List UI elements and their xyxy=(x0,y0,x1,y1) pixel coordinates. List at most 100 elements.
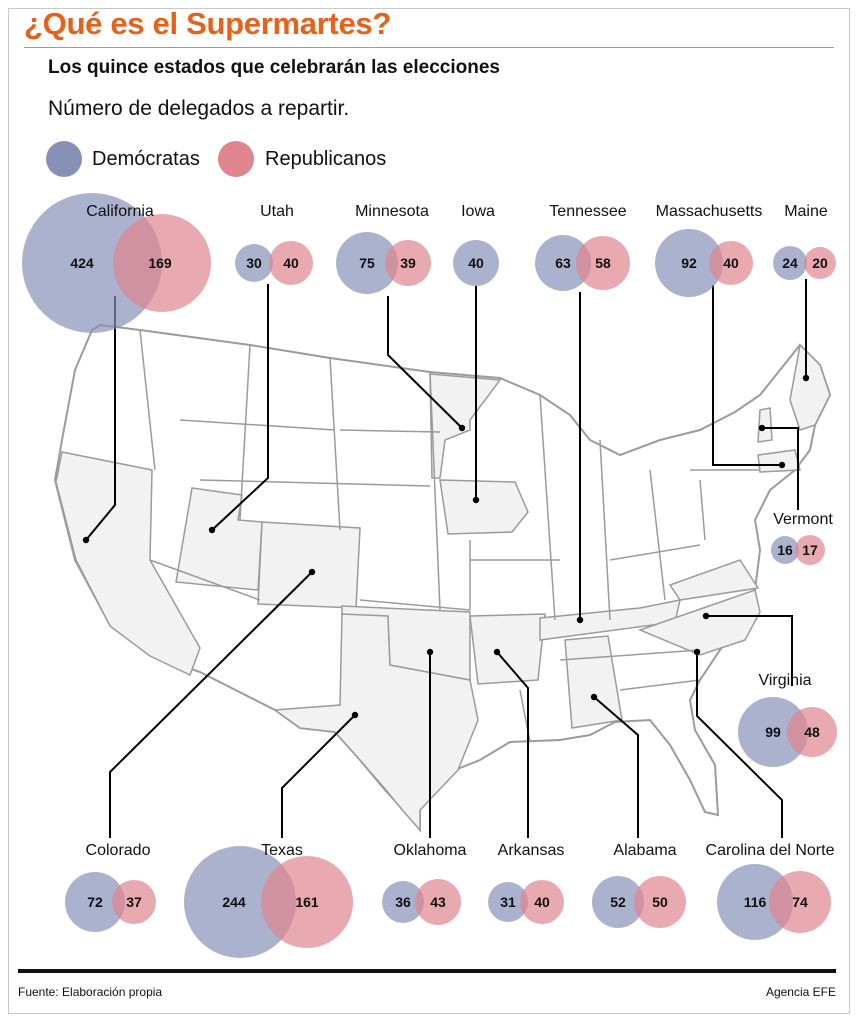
state-border-16 xyxy=(619,679,701,691)
dem-circle-maine xyxy=(773,246,807,280)
leader-dot-iowa xyxy=(472,496,480,504)
state-shape-virginia xyxy=(668,559,760,601)
state-label-iowa: Iowa xyxy=(461,203,495,220)
rep-circle-arkansas xyxy=(520,880,564,924)
dem-value-colorado: 72 xyxy=(87,894,103,910)
leader-dot-arkansas xyxy=(493,648,501,656)
dem-value-california: 424 xyxy=(70,255,94,271)
dem-value-minnesota: 75 xyxy=(359,255,375,271)
state-label-minnesota: Minnesota xyxy=(355,203,429,220)
state-shape-massachusetts xyxy=(757,449,801,473)
dem-circle-minnesota xyxy=(336,232,398,294)
state-bubble-arkansas: Arkansas 31 40 xyxy=(488,842,564,924)
state-bubble-vermont: Vermont 16 17 xyxy=(771,511,833,565)
graphic-frame xyxy=(8,8,850,1014)
dem-circle-massachusetts xyxy=(655,229,723,297)
rep-value-virginia: 48 xyxy=(804,724,820,740)
state-bubble-minnesota: Minnesota 75 39 xyxy=(336,203,431,294)
page-title: ¿Qué es el Supermartes? xyxy=(24,6,391,41)
leader-line-texas xyxy=(281,714,356,838)
state-bubble-colorado: Colorado 72 37 xyxy=(65,842,156,932)
state-bubble-carolina-del-norte: Carolina del Norte 116 74 xyxy=(706,842,835,940)
state-shape-minnesota xyxy=(429,373,502,479)
state-shape-california xyxy=(55,451,201,677)
dem-value-texas: 244 xyxy=(222,894,246,910)
dem-value-utah: 30 xyxy=(246,255,262,271)
state-label-vermont: Vermont xyxy=(773,511,833,528)
state-label-colorado: Colorado xyxy=(86,842,151,859)
legend-republicans-swatch xyxy=(218,141,254,177)
state-shape-colorado xyxy=(257,521,361,609)
dem-circle-carolina-del-norte xyxy=(717,864,793,940)
leader-dot-alabama xyxy=(590,693,598,701)
dem-circle-virginia xyxy=(738,697,808,767)
rep-circle-alabama xyxy=(634,876,686,928)
delegate-bubbles: California 424 169 Utah 30 40 Minnesota 75 39 Iow… xyxy=(22,193,837,958)
rep-value-carolina-del-norte: 74 xyxy=(792,894,808,910)
leader-line-carolina-del-norte xyxy=(696,652,783,838)
leader-lines xyxy=(82,279,810,838)
dem-circle-utah xyxy=(235,244,273,282)
rep-circle-minnesota xyxy=(385,240,431,286)
dem-circle-alabama xyxy=(592,876,644,928)
rep-value-arkansas: 40 xyxy=(534,894,550,910)
leader-dot-minnesota xyxy=(458,424,466,432)
state-bubble-utah: Utah 30 40 xyxy=(235,203,313,285)
state-border-7 xyxy=(599,439,611,621)
state-border-1 xyxy=(239,344,251,521)
rep-circle-california xyxy=(113,214,211,312)
legend-democrats-label: Demócratas xyxy=(92,148,200,170)
rep-value-vermont: 17 xyxy=(802,542,818,558)
state-shape-arkansas xyxy=(469,613,546,685)
dem-circle-texas xyxy=(184,846,296,958)
state-label-california: California xyxy=(86,203,154,220)
rep-value-massachusetts: 40 xyxy=(723,255,739,271)
state-label-carolina-del-norte: Carolina del Norte xyxy=(706,842,835,859)
state-bubble-alabama: Alabama 52 50 xyxy=(592,842,686,928)
dem-circle-oklahoma xyxy=(382,881,424,923)
state-label-utah: Utah xyxy=(260,203,294,220)
leader-dot-vermont xyxy=(758,424,766,432)
state-border-14 xyxy=(699,479,706,541)
leader-dot-tennessee xyxy=(576,616,584,624)
rep-circle-tennessee xyxy=(576,236,630,290)
legend-democrats-swatch xyxy=(46,141,82,177)
page-subtitle: Los quince estados que celebrarán las el… xyxy=(48,57,500,78)
rep-circle-carolina-del-norte xyxy=(769,871,831,933)
leader-line-utah xyxy=(211,284,269,531)
state-bubble-massachusetts: Massachusetts 92 40 xyxy=(655,203,762,297)
leader-dot-massachusetts xyxy=(778,461,786,469)
rep-value-colorado: 37 xyxy=(126,894,142,910)
rep-value-oklahoma: 43 xyxy=(430,894,446,910)
state-border-4 xyxy=(179,419,336,431)
state-label-arkansas: Arkansas xyxy=(498,842,565,859)
title-divider xyxy=(24,47,834,48)
rep-value-utah: 40 xyxy=(283,255,299,271)
state-label-maine: Maine xyxy=(784,203,828,220)
leader-dot-oklahoma xyxy=(426,648,434,656)
leader-line-colorado xyxy=(109,571,313,838)
rep-value-minnesota: 39 xyxy=(400,255,416,271)
leader-dot-texas xyxy=(351,711,359,719)
dem-value-alabama: 52 xyxy=(610,894,626,910)
dem-value-carolina-del-norte: 116 xyxy=(744,894,767,910)
rep-circle-virginia xyxy=(787,707,837,757)
leader-line-virginia xyxy=(706,615,793,686)
dem-circle-tennessee xyxy=(535,235,591,291)
leader-dot-carolina-del-norte xyxy=(693,648,701,656)
state-bubble-iowa: Iowa 40 xyxy=(453,203,499,286)
leader-line-california xyxy=(85,296,116,541)
dem-value-arkansas: 31 xyxy=(500,894,516,910)
dem-value-iowa: 40 xyxy=(468,255,484,271)
state-bubble-oklahoma: Oklahoma 36 43 xyxy=(382,842,467,925)
dem-circle-vermont xyxy=(771,536,799,564)
rep-value-maine: 20 xyxy=(812,255,828,271)
rep-circle-vermont xyxy=(795,535,825,565)
dem-circle-colorado xyxy=(65,872,125,932)
state-border-11 xyxy=(199,479,431,487)
state-border-5 xyxy=(429,371,441,611)
state-label-oklahoma: Oklahoma xyxy=(394,842,467,859)
state-label-virginia: Virginia xyxy=(758,672,811,689)
leader-line-minnesota xyxy=(387,296,463,429)
